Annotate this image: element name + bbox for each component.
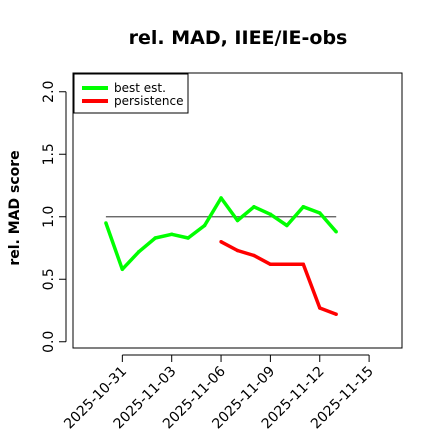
data-point-persistence [268, 262, 273, 266]
data-point-best-est [170, 232, 174, 236]
data-point-best-est [137, 250, 141, 254]
data-point-best-est [252, 205, 256, 209]
legend: best est. persistence [73, 73, 189, 114]
data-point-best-est [104, 221, 108, 225]
plot-frame [72, 72, 403, 349]
data-point-best-est [235, 218, 240, 223]
series-line-persistence [220, 240, 337, 316]
data-point-best-est [186, 236, 190, 240]
data-point-best-est [268, 212, 273, 216]
data-point-best-est [334, 230, 338, 234]
data-point-persistence [301, 262, 305, 266]
x-axis: 2025-10-312025-11-032025-11-062025-11-09… [61, 354, 377, 432]
data-point-best-est [153, 236, 157, 240]
y-axis: 0.0 0.5 1.0 1.5 2.0 [41, 81, 67, 353]
data-point-best-est [318, 211, 322, 215]
legend-label-best-est: best est. [114, 81, 166, 95]
y-tick-label: 1.0 [41, 206, 57, 228]
y-tick-label: 2.0 [41, 81, 57, 103]
chart-title: rel. MAD, IIEE/IE-obs [129, 27, 348, 49]
legend-box [73, 73, 189, 114]
data-point-persistence [219, 240, 223, 244]
data-point-persistence [252, 253, 256, 258]
data-point-best-est [120, 267, 125, 271]
y-tick-label: 0.0 [41, 331, 57, 353]
y-axis-label: rel. MAD score [7, 150, 23, 265]
series-layer [104, 196, 338, 316]
data-point-persistence [318, 306, 322, 310]
legend-label-persistence: persistence [114, 94, 183, 108]
y-tick-label: 1.5 [41, 143, 57, 165]
data-point-persistence [235, 248, 240, 253]
data-point-best-est [202, 223, 207, 228]
y-tick-label: 0.5 [41, 268, 57, 290]
data-point-best-est [285, 223, 289, 228]
data-point-best-est [219, 196, 223, 200]
data-point-persistence [285, 262, 289, 266]
series-line-best-est [104, 196, 338, 272]
data-point-persistence [334, 312, 338, 316]
data-point-best-est [301, 205, 305, 209]
